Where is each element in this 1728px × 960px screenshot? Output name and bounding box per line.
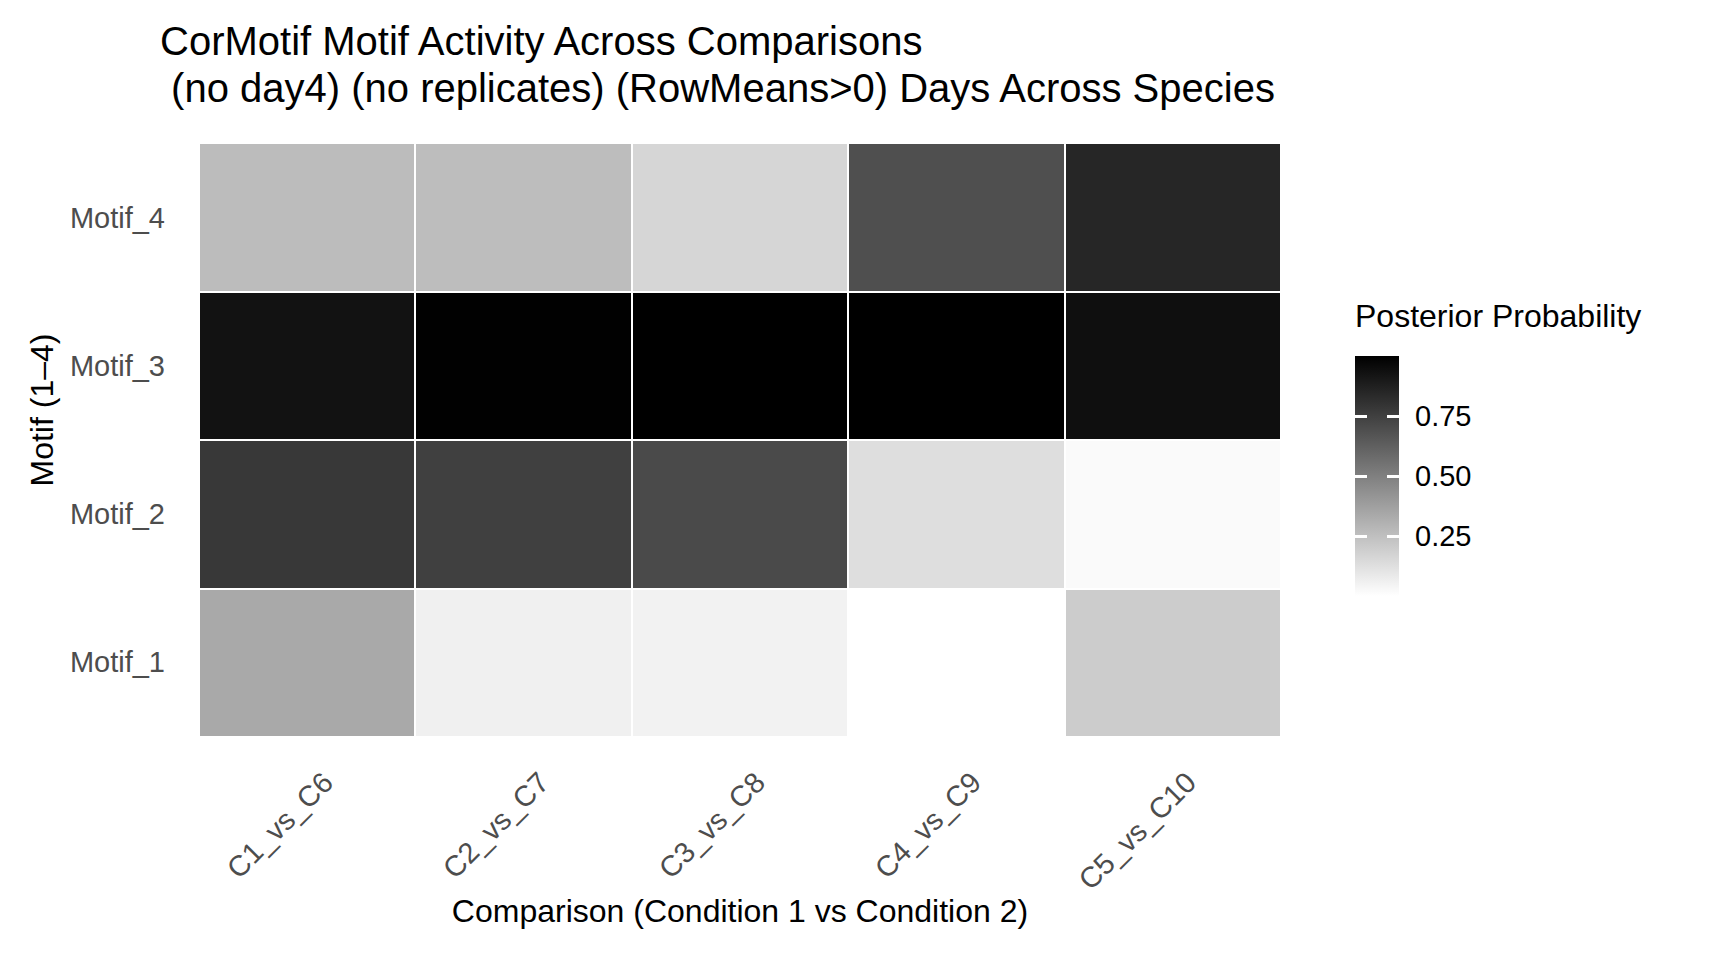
chart-title: CorMotif Motif Activity Across Compariso… — [160, 18, 1275, 112]
heatmap-cell-Motif_2-C1_vs_C6 — [200, 441, 414, 588]
legend-tick-mark — [1387, 415, 1399, 418]
legend-tick-mark — [1355, 535, 1367, 538]
heatmap-cell-Motif_4-C4_vs_C9 — [849, 144, 1063, 291]
heatmap-cell-Motif_3-C2_vs_C7 — [416, 293, 630, 440]
legend-tick-mark — [1387, 475, 1399, 478]
y-tick-label-Motif_1: Motif_1 — [0, 646, 165, 679]
heatmap-grid — [200, 144, 1280, 736]
x-tick-label-C1_vs_C6: C1_vs_C6 — [220, 766, 339, 885]
heatmap-cell-Motif_2-C4_vs_C9 — [849, 441, 1063, 588]
heatmap-cell-Motif_2-C2_vs_C7 — [416, 441, 630, 588]
legend-tick-mark — [1387, 535, 1399, 538]
legend-title: Posterior Probability — [1355, 298, 1641, 335]
legend-tick-mark — [1355, 415, 1367, 418]
heatmap-cell-Motif_3-C1_vs_C6 — [200, 293, 414, 440]
y-tick-label-Motif_3: Motif_3 — [0, 350, 165, 383]
heatmap-cell-Motif_2-C3_vs_C8 — [633, 441, 847, 588]
y-tick-label-Motif_4: Motif_4 — [0, 202, 165, 235]
y-tick-label-Motif_2: Motif_2 — [0, 498, 165, 531]
heatmap-cell-Motif_1-C2_vs_C7 — [416, 590, 630, 737]
heatmap-cell-Motif_4-C1_vs_C6 — [200, 144, 414, 291]
heatmap-cell-Motif_4-C3_vs_C8 — [633, 144, 847, 291]
heatmap-cell-Motif_2-C5_vs_C10 — [1066, 441, 1280, 588]
heatmap-cell-Motif_1-C4_vs_C9 — [849, 590, 1063, 737]
heatmap-cell-Motif_1-C5_vs_C10 — [1066, 590, 1280, 737]
legend-tick-label-0.50: 0.50 — [1415, 460, 1471, 493]
heatmap-cell-Motif_4-C5_vs_C10 — [1066, 144, 1280, 291]
x-axis-title: Comparison (Condition 1 vs Condition 2) — [200, 893, 1280, 930]
legend-tick-label-0.25: 0.25 — [1415, 520, 1471, 553]
legend-tick-mark — [1355, 475, 1367, 478]
chart-title-line1: CorMotif Motif Activity Across Compariso… — [160, 19, 922, 63]
heatmap-cell-Motif_3-C5_vs_C10 — [1066, 293, 1280, 440]
legend-tick-label-0.75: 0.75 — [1415, 400, 1471, 433]
heatmap-cell-Motif_3-C3_vs_C8 — [633, 293, 847, 440]
heatmap-cell-Motif_1-C3_vs_C8 — [633, 590, 847, 737]
heatmap-cell-Motif_4-C2_vs_C7 — [416, 144, 630, 291]
x-tick-label-C3_vs_C8: C3_vs_C8 — [652, 766, 771, 885]
heatmap-cell-Motif_1-C1_vs_C6 — [200, 590, 414, 737]
chart-title-line2: (no day4) (no replicates) (RowMeans>0) D… — [160, 66, 1275, 110]
x-tick-label-C4_vs_C9: C4_vs_C9 — [868, 766, 987, 885]
x-tick-label-C5_vs_C10: C5_vs_C10 — [1073, 766, 1203, 896]
x-tick-label-C2_vs_C7: C2_vs_C7 — [436, 766, 555, 885]
heatmap-cell-Motif_3-C4_vs_C9 — [849, 293, 1063, 440]
